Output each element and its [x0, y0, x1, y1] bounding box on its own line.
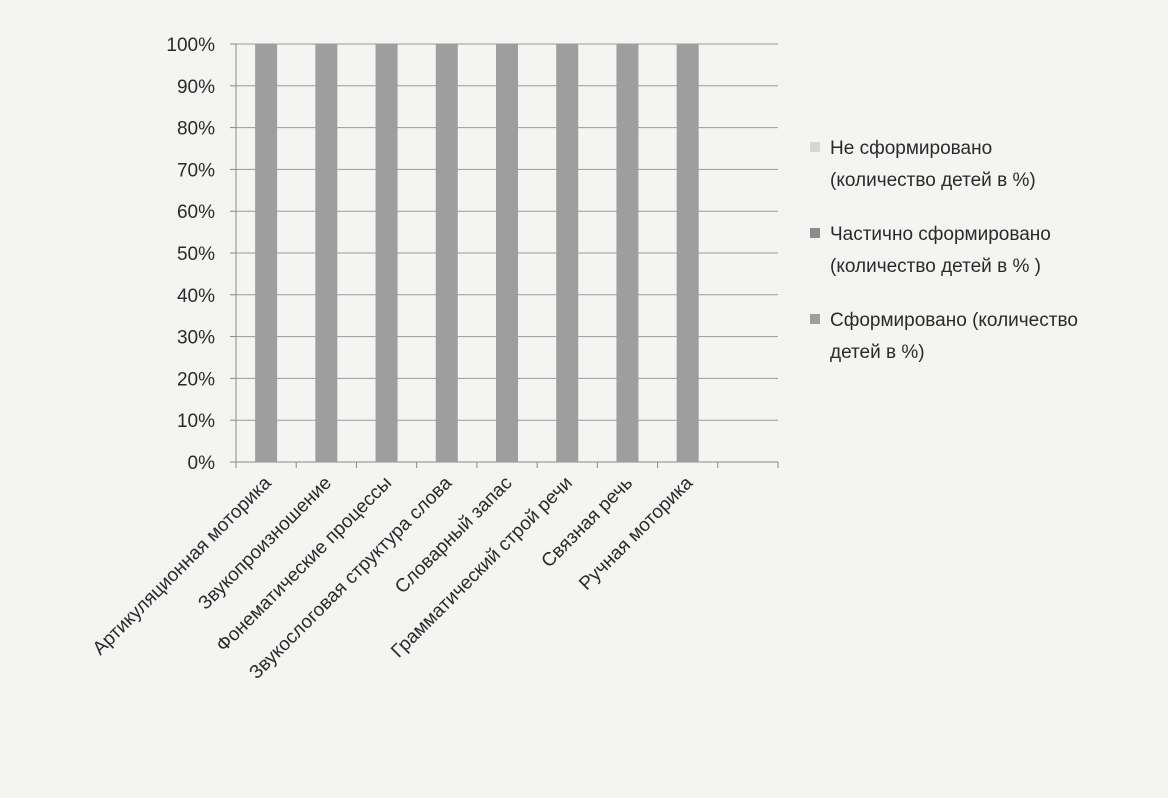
- x-category-label: Словарный запас: [391, 473, 516, 598]
- legend-label: (количество детей в %): [830, 170, 1036, 191]
- legend-swatch: [810, 314, 820, 324]
- bar-segment: [435, 44, 458, 462]
- y-tick-label: 10%: [177, 411, 215, 432]
- y-tick-label: 50%: [177, 244, 215, 265]
- legend-label: (количество детей в % ): [830, 256, 1041, 277]
- bar-segment: [676, 44, 699, 462]
- y-tick-label: 30%: [177, 328, 215, 349]
- y-tick-label: 70%: [177, 160, 215, 181]
- legend-label: Частично сформировано: [830, 224, 1051, 245]
- legend-label: Не сформировано: [830, 138, 992, 159]
- y-tick-label: 80%: [177, 119, 215, 140]
- bar-segment: [556, 44, 579, 462]
- y-tick-label: 60%: [177, 202, 215, 223]
- y-tick-label: 0%: [188, 453, 216, 474]
- bars: [255, 44, 699, 462]
- x-category-labels: Артикуляционная моторикаЗвукопроизношени…: [89, 472, 698, 683]
- x-category-label: Ручная моторика: [575, 472, 697, 594]
- bar-segment: [255, 44, 278, 462]
- y-tick-labels: 0% 10% 20% 30% 40% 50% 60% 70% 80% 90% 100%: [166, 35, 215, 474]
- legend-label: детей в %): [830, 342, 925, 363]
- legend-swatch: [810, 142, 820, 152]
- y-tick-label: 100%: [166, 35, 215, 56]
- bar-segment: [496, 44, 518, 462]
- y-tick-label: 90%: [177, 77, 215, 98]
- y-tick-label: 40%: [177, 286, 215, 307]
- bar-segment: [315, 44, 338, 462]
- bar-segment: [375, 44, 398, 462]
- legend-swatch: [810, 228, 820, 238]
- legend-label: Сформировано (количество: [830, 310, 1078, 331]
- y-tick-label: 20%: [177, 369, 215, 390]
- bar-segment: [616, 44, 639, 462]
- legend: Не сформировано (количество детей в %) Час…: [810, 138, 1078, 363]
